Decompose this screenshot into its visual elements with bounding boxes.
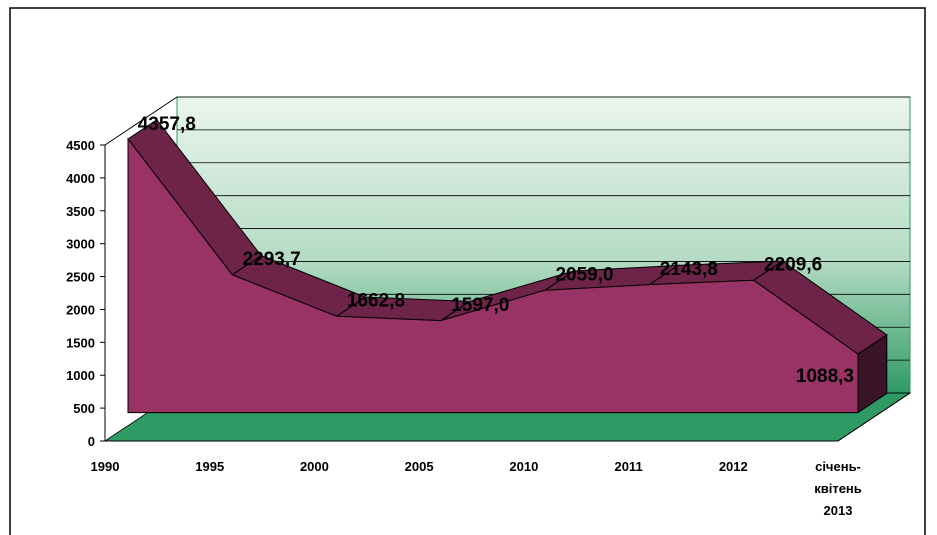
x-tick-label: 2010 bbox=[509, 459, 538, 474]
axis-edge bbox=[837, 392, 911, 442]
x-tick-label: 2005 bbox=[405, 459, 434, 474]
x-tick-label: 1990 bbox=[91, 459, 120, 474]
y-tick-label: 0 bbox=[88, 434, 95, 449]
area bbox=[127, 137, 859, 414]
data-label: 2209,6 bbox=[764, 255, 822, 276]
x-tick-label: 1995 bbox=[195, 459, 224, 474]
y-tick-label: 3500 bbox=[66, 204, 95, 219]
x-tick-label: 2000 bbox=[300, 459, 329, 474]
y-tick-label: 4500 bbox=[66, 138, 95, 153]
data-label: 1597,0 bbox=[451, 295, 509, 316]
y-tick-label: 2500 bbox=[66, 270, 95, 285]
frame bbox=[9, 7, 926, 535]
axis-edge bbox=[104, 96, 178, 146]
y-tick-label: 500 bbox=[73, 401, 95, 416]
x-tick-label: січень-квітень 2013 bbox=[814, 459, 862, 518]
data-label: 2293,7 bbox=[243, 249, 301, 270]
data-label: 1662,8 bbox=[347, 291, 405, 312]
data-label: 2059,0 bbox=[555, 265, 613, 286]
y-tick-label: 1500 bbox=[66, 335, 95, 350]
x-tick-label: 2012 bbox=[719, 459, 748, 474]
y-tick-label: 1000 bbox=[66, 368, 95, 383]
y-tick-label: 2000 bbox=[66, 302, 95, 317]
data-label: 1088,3 bbox=[796, 366, 854, 387]
data-label: 4357,8 bbox=[138, 114, 196, 135]
y-tick-label: 3000 bbox=[66, 237, 95, 252]
y-tick-label: 4000 bbox=[66, 171, 95, 186]
x-tick-label: 2011 bbox=[614, 459, 642, 474]
data-label: 2143,8 bbox=[660, 259, 718, 280]
